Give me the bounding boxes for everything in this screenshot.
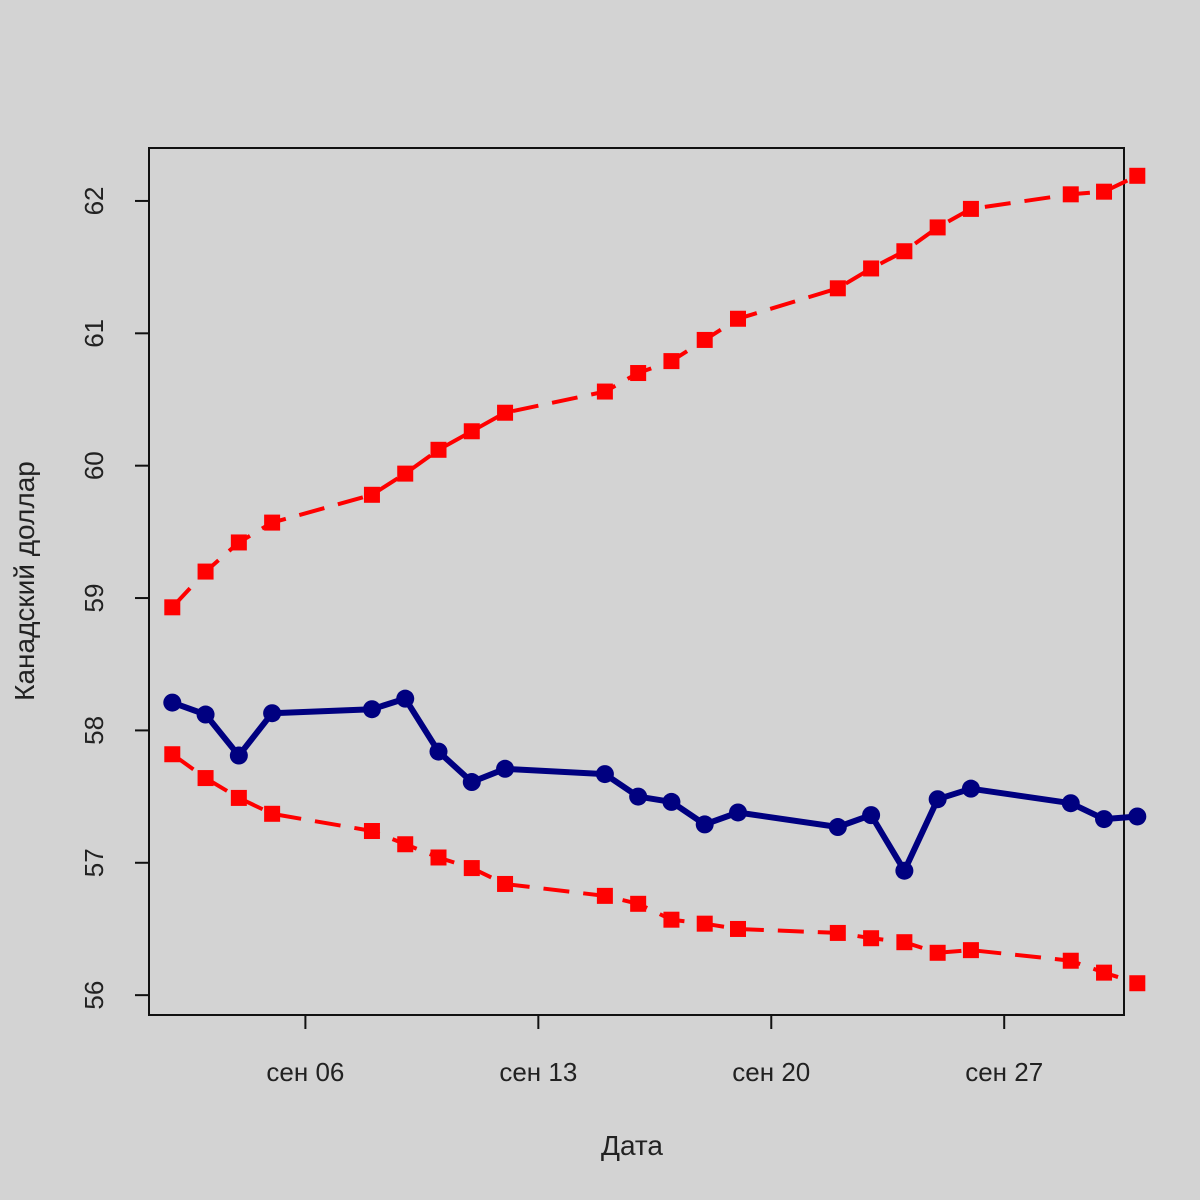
data-point-value	[1061, 794, 1080, 813]
data-point-lower	[197, 770, 214, 787]
data-point-lower	[663, 911, 680, 928]
data-point-lower	[896, 934, 913, 951]
data-point-value	[862, 806, 881, 825]
data-point-value	[895, 861, 914, 880]
x-tick-label: сен 06	[266, 1057, 344, 1087]
x-tick-label: сен 20	[732, 1057, 810, 1087]
data-point-value	[629, 787, 648, 806]
data-point-upper	[1096, 183, 1113, 200]
data-point-value	[961, 779, 980, 798]
x-axis-title: Дата	[601, 1130, 663, 1161]
data-point-upper	[630, 365, 647, 382]
y-tick-label: 58	[79, 716, 109, 745]
series-layer	[163, 167, 1147, 992]
data-point-lower	[630, 895, 647, 912]
data-point-upper	[962, 200, 979, 217]
data-point-upper	[264, 514, 281, 531]
data-point-value	[695, 815, 714, 834]
data-point-value	[429, 742, 448, 761]
y-tick-label: 61	[79, 319, 109, 348]
data-point-lower	[430, 849, 447, 866]
series-line-value	[171, 695, 1138, 874]
data-point-lower	[863, 930, 880, 947]
y-tick-label: 56	[79, 981, 109, 1010]
data-point-upper	[397, 465, 414, 482]
y-axis-title: Канадский доллар	[9, 461, 40, 701]
series-lower	[164, 746, 1146, 992]
series-value	[163, 689, 1147, 880]
data-point-upper	[729, 310, 746, 327]
data-point-value	[728, 803, 747, 822]
y-tick-label: 57	[79, 848, 109, 877]
data-point-upper	[363, 486, 380, 503]
data-point-lower	[1129, 975, 1146, 992]
data-point-lower	[264, 805, 281, 822]
series-line-upper	[170, 173, 1139, 609]
data-point-value	[595, 765, 614, 784]
data-point-upper	[896, 243, 913, 260]
data-point-lower	[463, 860, 480, 877]
y-axis: 56 57 58 59 60 61 62	[79, 186, 149, 1010]
data-point-upper	[663, 353, 680, 370]
x-axis: сен 06 сен 13 сен 20 сен 27	[266, 1015, 1043, 1087]
data-point-upper	[463, 423, 480, 440]
data-point-lower	[696, 915, 713, 932]
data-point-upper	[929, 219, 946, 236]
data-point-value	[362, 700, 381, 719]
series-line-lower	[171, 752, 1138, 986]
data-point-value	[196, 705, 215, 724]
data-point-lower	[1062, 952, 1079, 969]
data-point-value	[1128, 807, 1147, 826]
data-point-value	[828, 818, 847, 837]
data-point-lower	[397, 836, 414, 853]
data-point-upper	[497, 404, 514, 421]
data-point-lower	[363, 823, 380, 840]
data-point-lower	[497, 875, 514, 892]
data-point-value	[396, 689, 415, 708]
plot-frame	[148, 147, 1125, 1016]
data-point-upper	[596, 383, 613, 400]
data-point-value	[928, 790, 947, 809]
data-point-upper	[164, 599, 181, 616]
data-point-upper	[1129, 167, 1146, 184]
data-point-value	[1095, 810, 1114, 829]
y-tick-label: 60	[79, 451, 109, 480]
data-point-lower	[596, 887, 613, 904]
data-point-lower	[164, 746, 181, 763]
data-point-upper	[230, 534, 247, 551]
data-point-upper	[430, 441, 447, 458]
data-point-value	[263, 704, 282, 723]
data-point-upper	[863, 260, 880, 277]
y-tick-label: 62	[79, 186, 109, 215]
data-point-value	[662, 792, 681, 811]
data-point-upper	[1062, 186, 1079, 203]
data-point-lower	[829, 924, 846, 941]
data-point-value	[462, 773, 481, 792]
data-point-value	[163, 693, 182, 712]
data-point-value	[229, 746, 248, 765]
data-point-lower	[962, 942, 979, 959]
data-point-lower	[929, 944, 946, 961]
data-point-upper	[829, 280, 846, 297]
data-point-upper	[197, 563, 214, 580]
y-tick-label: 59	[79, 584, 109, 613]
data-point-upper	[696, 331, 713, 348]
x-tick-label: сен 27	[965, 1057, 1043, 1087]
series-upper	[164, 167, 1146, 616]
x-tick-label: сен 13	[499, 1057, 577, 1087]
data-point-value	[496, 759, 515, 778]
data-point-lower	[729, 920, 746, 937]
data-point-lower	[230, 789, 247, 806]
data-point-lower	[1096, 964, 1113, 981]
